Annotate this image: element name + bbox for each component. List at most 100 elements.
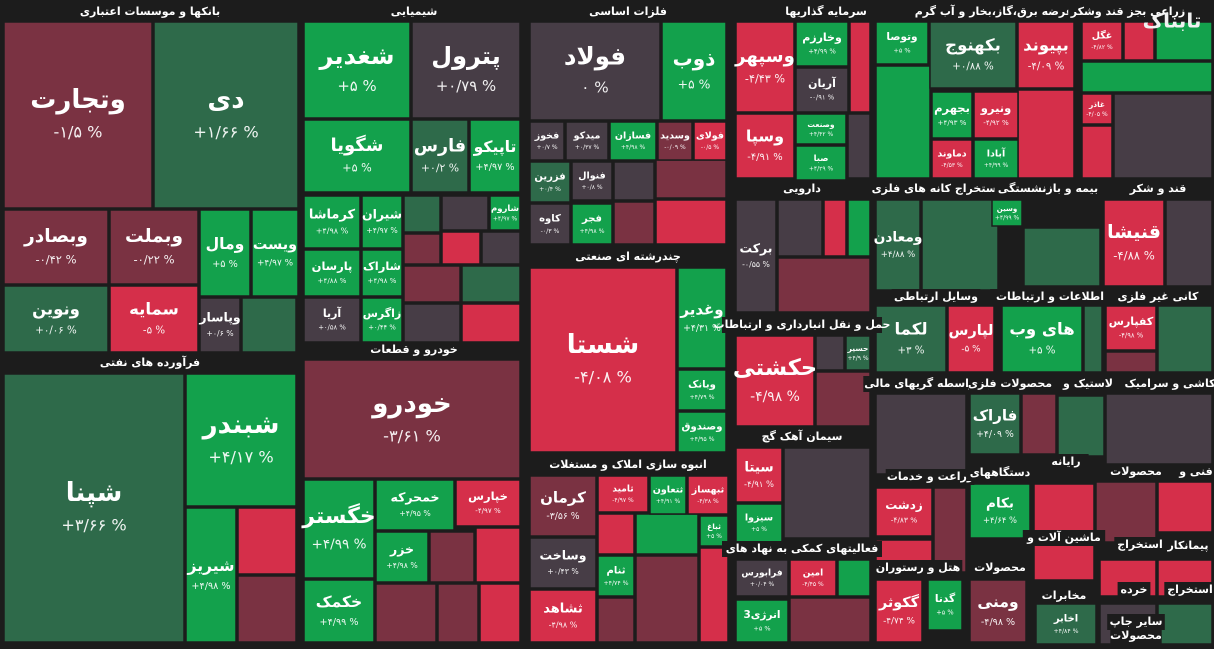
stock-tile: [735, 599, 789, 643]
stock-name: کاوه: [539, 214, 561, 225]
stock-change: ۰ %: [581, 79, 608, 97]
stock-change: -۴/۴۵ %: [802, 581, 824, 588]
filler-tile: [1157, 603, 1213, 645]
stock-name: ویست: [253, 237, 297, 253]
stock-name: شیریز: [186, 557, 234, 575]
stock-name: شاروم: [491, 204, 519, 214]
filler-tile: [1113, 93, 1213, 179]
stock-tile: [185, 507, 237, 643]
stock-change: +۵ %: [1028, 346, 1055, 357]
stock-name: خکمک: [316, 593, 362, 611]
logo: تابناک: [1143, 9, 1202, 33]
stock-name: دماوند: [937, 148, 966, 159]
sector-header: بیمه و بازنشستگی: [998, 182, 1098, 195]
stock-tile: [845, 335, 871, 371]
stock-name: آریان: [808, 76, 836, 90]
stock-name: بکام: [986, 496, 1014, 512]
stock-change: +۰/۷۹ %: [436, 77, 496, 95]
stock-name: ثتعاون: [653, 484, 683, 495]
stock-tile: [875, 579, 923, 643]
stock-tile: [597, 555, 635, 597]
stock-tile: [411, 119, 469, 193]
filler-tile: [479, 583, 521, 643]
sector-header: استخراج: [1167, 583, 1213, 597]
stock-tile: [455, 479, 521, 527]
filler-tile: [1105, 351, 1157, 373]
stock-tile: [693, 121, 727, 161]
stock-tile: [469, 119, 521, 193]
sector-header-bg: [388, 4, 440, 20]
stock-name: امین: [803, 569, 823, 579]
stock-tile: [199, 209, 251, 297]
sector-header-bg: [863, 376, 977, 392]
sector-header-bg: [779, 181, 825, 197]
sector-header-bg: [1038, 588, 1090, 604]
filler-tile: [1105, 393, 1213, 465]
stock-tile: [303, 249, 361, 297]
sector-header-bg: [589, 4, 667, 20]
stock-name: وتجارت: [30, 85, 126, 115]
stock-tile: [3, 373, 185, 643]
stock-change: +۰/۶ %: [206, 329, 233, 338]
stock-name: خگستر: [301, 503, 375, 529]
stock-tile: [795, 21, 849, 67]
stock-tile: [661, 21, 727, 121]
stock-change: -۴/۹۱ %: [747, 152, 782, 163]
filler-tile: [461, 265, 521, 303]
stock-name: فجر: [581, 214, 602, 225]
filler-tile: [613, 201, 655, 245]
stock-change: +۰/۲ %: [421, 161, 459, 174]
stock-name: وبصادر: [23, 226, 88, 247]
stock-change: +۰/۳۷ %: [575, 144, 600, 151]
stock-tile: [529, 537, 597, 589]
stock-name: اخابر: [1053, 614, 1078, 625]
filler-tile: [1081, 61, 1213, 93]
filler-tile: [1123, 21, 1155, 61]
stock-change: +۴/۹۷ %: [257, 259, 293, 269]
stock-tile: [735, 559, 789, 597]
sector-header-bg: [96, 355, 204, 371]
filler-tile: [237, 507, 297, 575]
stock-name: پترول: [431, 42, 500, 70]
stock-tile: [795, 67, 849, 113]
stock-tile: [735, 199, 777, 313]
sector-header-bg: [548, 457, 708, 473]
stock-change: -۴/۳۸ %: [697, 498, 719, 505]
stock-name: وساخت: [540, 548, 587, 563]
stock-tile: [571, 203, 613, 245]
stock-change: +۴/۹۹ %: [808, 48, 836, 56]
filler-tile: [597, 597, 635, 643]
stock-name: ثبهساز: [691, 484, 724, 495]
stock-name: گدنا: [935, 592, 956, 605]
stock-name: فنوال: [578, 170, 606, 181]
stock-tile: [973, 139, 1019, 179]
stock-tile: [529, 121, 565, 161]
filler-tile: [921, 199, 999, 291]
stock-tile: [677, 411, 727, 453]
stock-name: فولاد: [564, 42, 626, 71]
sector-header-bg: [1043, 454, 1089, 470]
stock-change: -۴/۹۸ %: [549, 621, 578, 630]
stock-tile: [529, 161, 571, 203]
stock-tile: [3, 209, 109, 285]
stock-tile: [571, 161, 613, 201]
filler-tile: [699, 547, 729, 643]
stock-change: +۴/۹۸ %: [621, 144, 646, 151]
stock-change: -۳/۵۶ %: [546, 511, 579, 522]
filler-tile: [815, 335, 845, 371]
stock-name: خمحرکه: [390, 490, 439, 505]
stock-change: -۴/۵۳ %: [941, 162, 963, 169]
stock-name: فسازان: [615, 130, 651, 141]
stock-name: زدشت: [885, 498, 923, 512]
filler-tile: [847, 199, 871, 257]
filler-tile: [875, 65, 931, 179]
sector-header-bg: [722, 317, 882, 333]
stock-change: +۰/۸ %: [581, 184, 602, 191]
filler-tile: [875, 393, 967, 475]
sector-header: محصولات: [1110, 465, 1162, 478]
stock-name: ونوین: [32, 299, 80, 319]
sector-header: انبوه سازی املاک و مستغلات: [549, 458, 707, 471]
sector-header: پیمانکار: [1166, 539, 1208, 552]
stock-change: +۴/۹۹ %: [312, 536, 367, 552]
sector-header-bg: [1110, 628, 1162, 644]
